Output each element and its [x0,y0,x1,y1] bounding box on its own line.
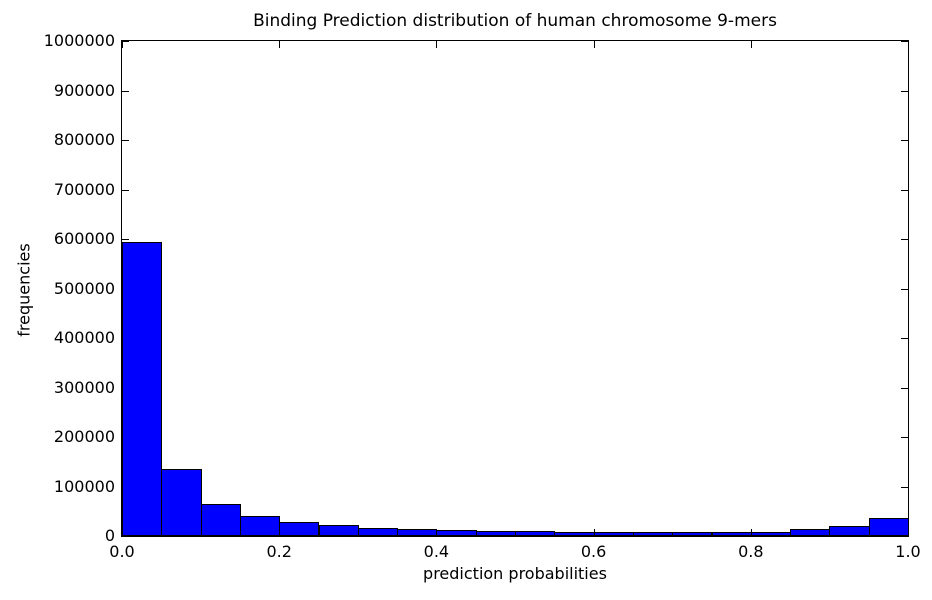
y-tick-label: 700000 [53,179,115,199]
histogram-bar [515,531,556,536]
histogram-bar [750,531,792,536]
y-tick-label: 300000 [53,377,115,397]
histogram-bar [829,525,870,536]
histogram-bar [711,532,752,536]
right-axis-tick [901,90,908,92]
x-tick-label: 0.6 [580,542,607,561]
histogram-bar [397,528,438,536]
histogram-bar [868,518,909,536]
x-tick-label: 0.4 [423,542,450,561]
chart-title: Binding Prediction distribution of human… [253,11,777,31]
histogram-bar [200,504,241,536]
histogram-bar [554,531,595,536]
right-axis-tick [901,140,908,141]
right-axis-tick [901,387,908,389]
x-tick-label: 0.8 [738,542,764,561]
plot-area [121,40,909,537]
x-tick-label: 0.2 [266,542,292,561]
top-axis-tick [750,41,752,48]
right-axis-tick [901,437,908,438]
top-axis-tick [593,41,595,48]
left-axis-tick [122,536,129,537]
y-tick-label: 100000 [53,476,115,496]
histogram-bar [475,530,516,536]
y-tick-label: 900000 [53,80,115,100]
histogram-bar [122,242,163,536]
histogram-bar [436,530,477,536]
histogram-bar [239,515,281,536]
y-tick-label: 600000 [53,229,115,248]
right-axis-tick [901,288,908,290]
histogram-bar [593,532,634,536]
histogram-bar [672,532,713,536]
y-tick-label: 1000000 [43,31,115,50]
x-tick-label: 0.0 [109,542,135,561]
left-axis-tick [122,90,129,92]
y-tick-label: 800000 [53,130,115,149]
right-axis-tick [901,189,908,191]
top-axis-tick [436,41,438,48]
left-axis-tick [122,239,129,240]
left-axis-tick [122,41,129,42]
left-axis-tick [122,189,129,191]
left-axis-tick [122,140,129,141]
top-axis-tick [908,41,909,48]
histogram-bar [632,532,674,536]
top-axis-tick [122,41,123,48]
right-axis-tick [901,239,908,240]
x-tick-label: 1.0 [895,542,921,561]
histogram-bar [790,528,831,536]
right-axis-tick [901,41,908,42]
x-axis-label: prediction probabilities [423,564,607,583]
histogram-bar [357,527,399,536]
histogram-bar [318,525,359,536]
right-axis-tick [901,536,908,537]
histogram-bar [161,469,202,536]
right-axis-tick [901,486,908,488]
right-axis-tick [901,338,908,339]
y-tick-label: 500000 [53,278,115,298]
y-tick-label: 0 [104,526,115,545]
top-axis-tick [279,41,281,48]
y-tick-label: 400000 [53,328,115,347]
y-tick-label: 200000 [53,427,115,446]
histogram-bar [279,521,320,536]
